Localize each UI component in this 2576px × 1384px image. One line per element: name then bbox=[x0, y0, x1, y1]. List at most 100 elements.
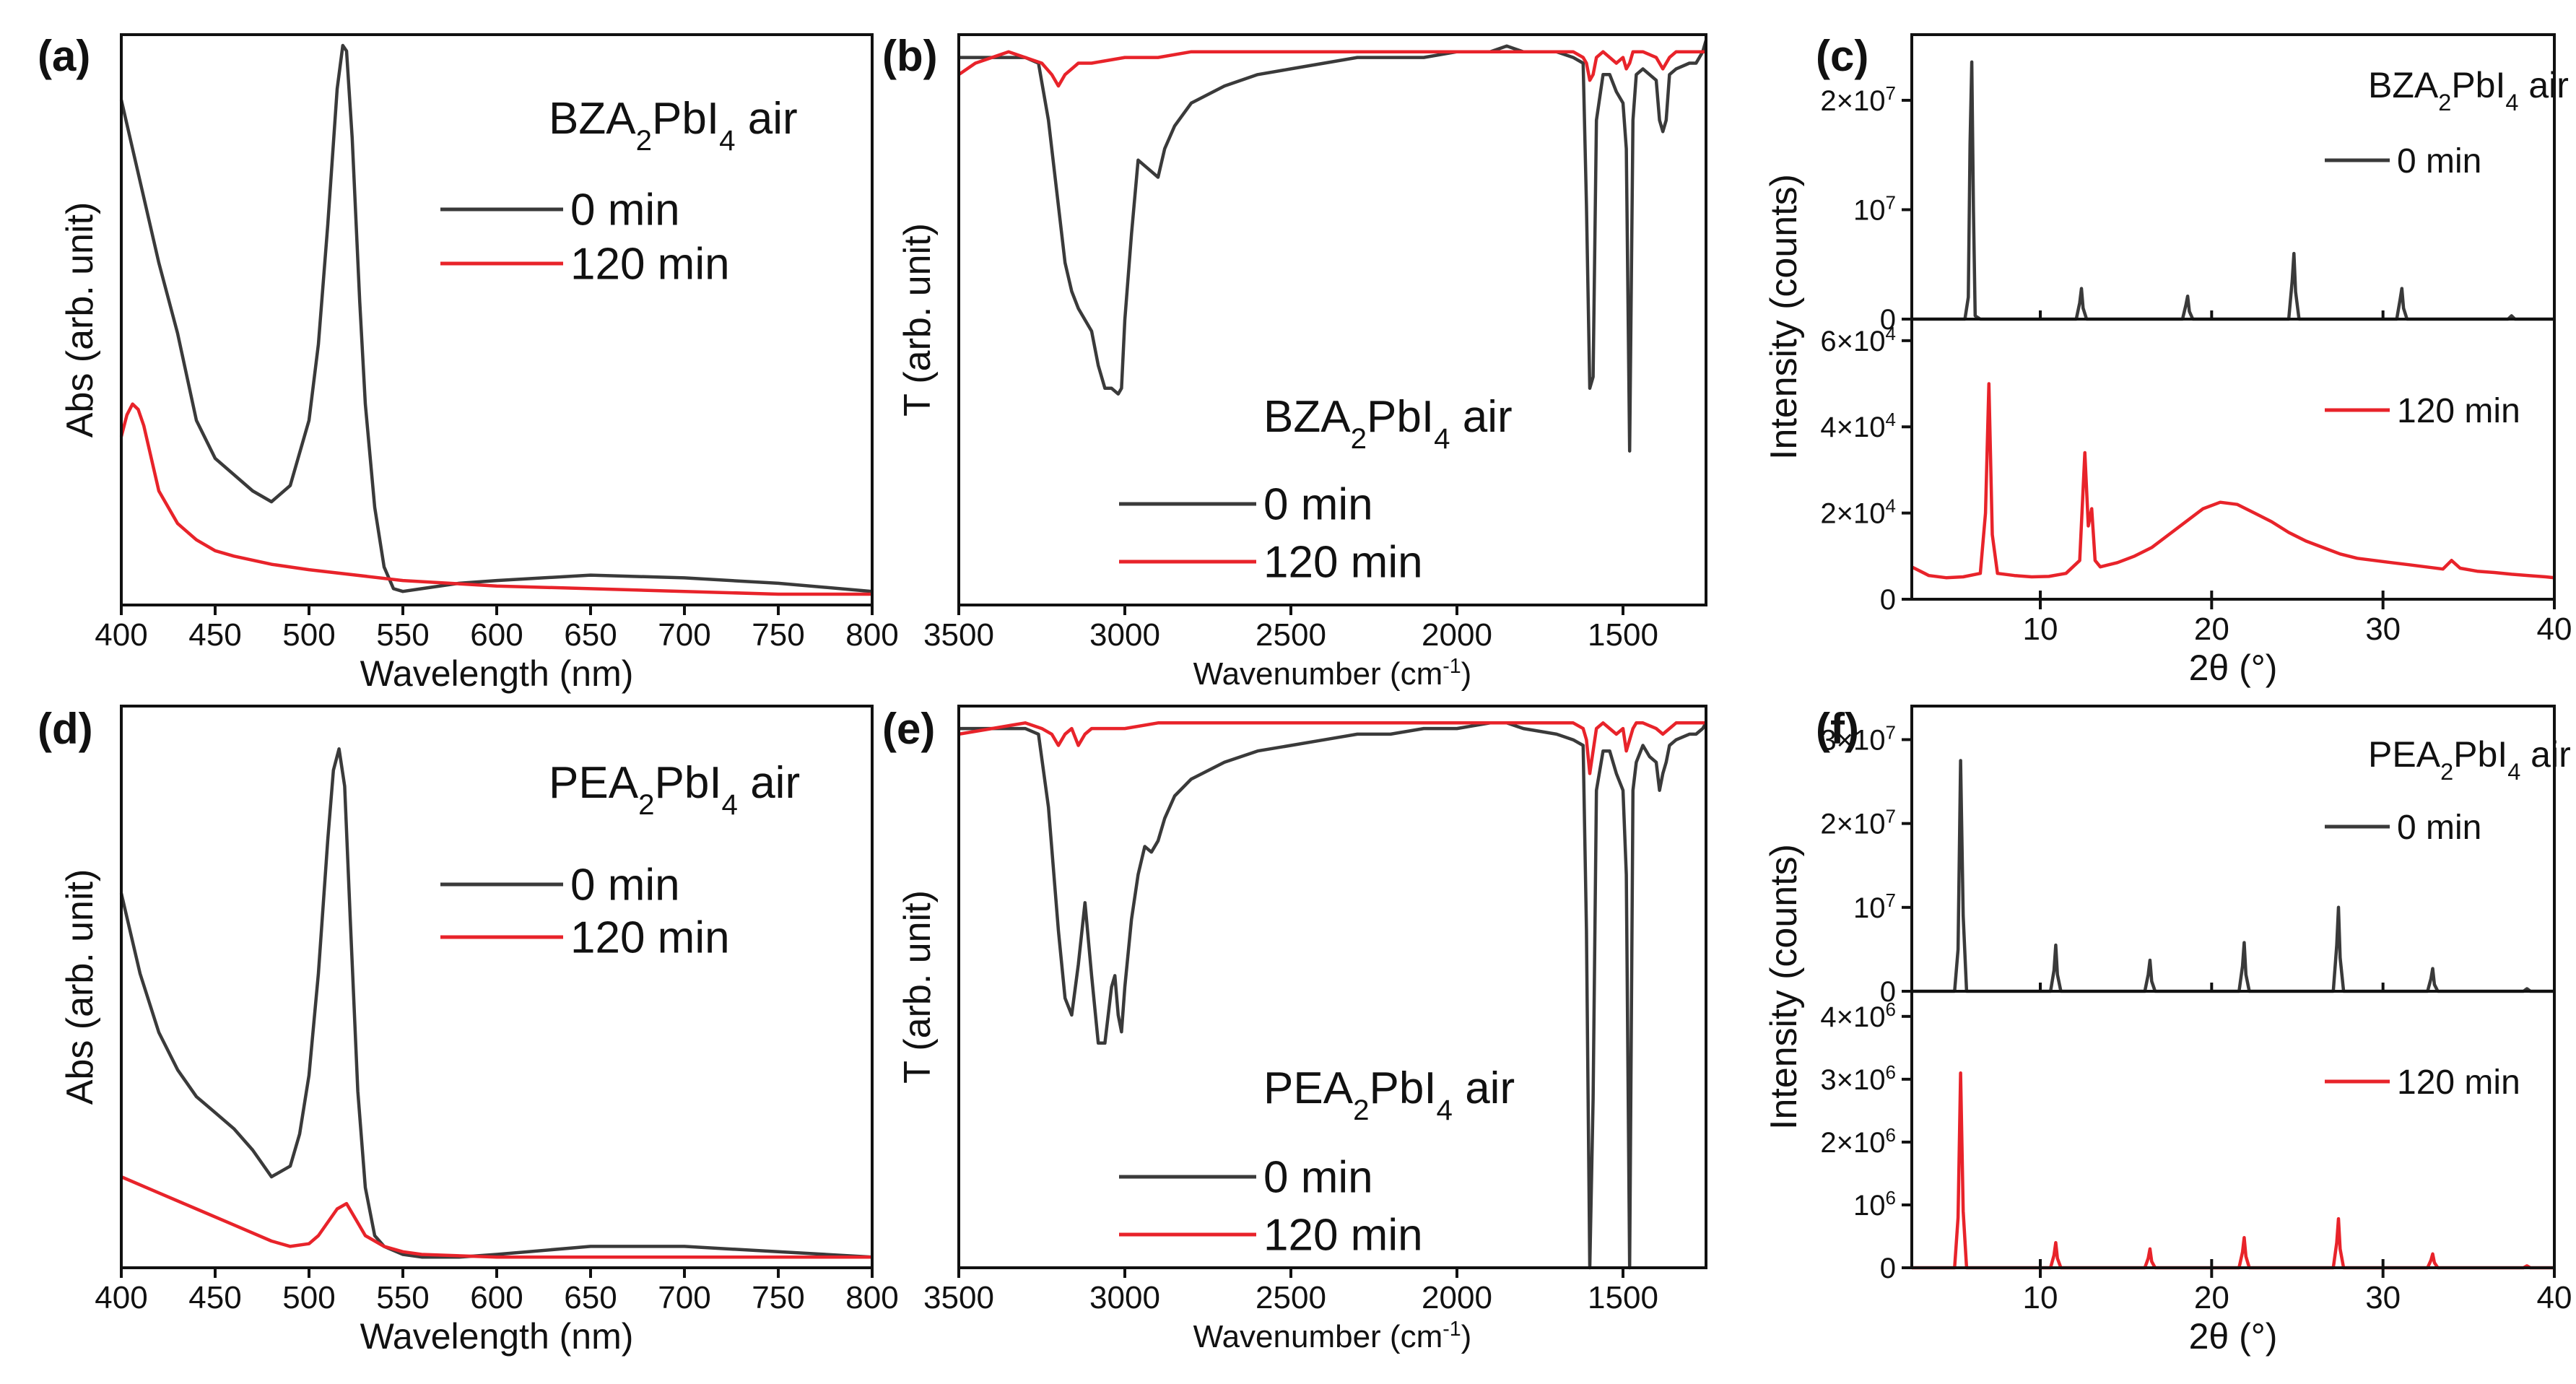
y-tick-label: 6×104 bbox=[1820, 323, 1896, 357]
x-tick-label: 20 bbox=[2194, 1280, 2229, 1315]
x-tick-label: 500 bbox=[282, 617, 335, 653]
chart-title: BZA2PbI4 air bbox=[549, 94, 798, 157]
series-line-120-min bbox=[119, 402, 872, 596]
y-tick-label: 4×106 bbox=[1820, 998, 1896, 1033]
x-tick-label: 800 bbox=[845, 617, 898, 653]
y-axis-label: Intensity (counts) bbox=[1763, 844, 1805, 1130]
x-tick-label: 1500 bbox=[1588, 617, 1658, 653]
x-axis-label: Wavelength (nm) bbox=[360, 653, 634, 694]
x-tick-label: 600 bbox=[470, 617, 523, 653]
x-tick-label: 3500 bbox=[923, 617, 994, 653]
x-tick-label: 400 bbox=[95, 617, 147, 653]
chart-title: BZA2PbI4 air bbox=[2368, 65, 2569, 116]
legend-label: 120 min bbox=[570, 240, 730, 290]
panel-label: (d) bbox=[38, 705, 93, 753]
chart-title: PEA2PbI4 air bbox=[549, 758, 800, 821]
x-tick-label: 750 bbox=[752, 617, 804, 653]
x-tick-label: 3000 bbox=[1089, 1280, 1160, 1315]
panel-label: (b) bbox=[882, 32, 938, 80]
x-axis-label: Wavenumber (cm-1) bbox=[1193, 655, 1472, 692]
x-tick-label: 2000 bbox=[1422, 617, 1492, 653]
y-axis-label: T (arb. unit) bbox=[897, 890, 939, 1084]
chart-title: PEA2PbI4 air bbox=[1263, 1063, 1515, 1126]
x-tick-label: 650 bbox=[564, 1280, 617, 1315]
panel-label: (f) bbox=[1816, 705, 1859, 753]
y-tick-label: 4×104 bbox=[1820, 409, 1896, 443]
series-line-120-min bbox=[1910, 382, 2555, 580]
x-tick-label: 30 bbox=[2365, 1280, 2401, 1315]
x-tick-label: 40 bbox=[2537, 1280, 2572, 1315]
series-line-0-min bbox=[959, 721, 1707, 1270]
legend-label: 120 min bbox=[1263, 1211, 1423, 1261]
x-tick-label: 650 bbox=[564, 617, 617, 653]
x-tick-label: 600 bbox=[470, 1280, 523, 1315]
series-line-0-min bbox=[959, 40, 1708, 453]
x-tick-label: 750 bbox=[752, 1280, 804, 1315]
legend-label: 0 min bbox=[570, 861, 680, 910]
y-tick-label: 0 bbox=[1880, 1253, 1896, 1284]
x-axis-label: 2θ (°) bbox=[2189, 1316, 2278, 1357]
x-tick-label: 1500 bbox=[1588, 1280, 1658, 1315]
x-tick-label: 10 bbox=[2023, 1280, 2058, 1315]
legend-label: 0 min bbox=[2397, 142, 2481, 180]
x-tick-label: 550 bbox=[376, 617, 429, 653]
x-tick-label: 400 bbox=[95, 1280, 147, 1315]
x-tick-label: 450 bbox=[188, 617, 241, 653]
x-tick-label: 3000 bbox=[1089, 617, 1160, 653]
y-tick-label: 106 bbox=[1853, 1187, 1896, 1222]
y-tick-label: 107 bbox=[1853, 191, 1896, 226]
y-axis-label: Abs (arb. unit) bbox=[59, 202, 101, 438]
x-tick-label: 700 bbox=[658, 617, 710, 653]
plot-frame bbox=[957, 705, 1707, 1269]
x-tick-label: 800 bbox=[845, 1280, 898, 1315]
y-axis-label: Abs (arb. unit) bbox=[59, 869, 101, 1105]
plot-frame bbox=[1910, 990, 2556, 1269]
series-line-120-min bbox=[121, 1175, 872, 1259]
series-line-0-min bbox=[1912, 759, 2554, 993]
x-tick-label: 2500 bbox=[1256, 1280, 1326, 1315]
x-tick-label: 3500 bbox=[923, 1280, 994, 1315]
y-tick-label: 2×107 bbox=[1820, 806, 1896, 840]
x-tick-label: 550 bbox=[376, 1280, 429, 1315]
legend-label: 120 min bbox=[1263, 538, 1423, 588]
series-line-0-min bbox=[1912, 60, 2554, 321]
y-tick-label: 0 bbox=[1880, 584, 1896, 616]
x-tick-label: 450 bbox=[188, 1280, 241, 1315]
legend-label: 0 min bbox=[570, 186, 680, 235]
y-axis-label: T (arb. unit) bbox=[897, 223, 939, 417]
legend-label: 0 min bbox=[1263, 480, 1373, 530]
panel-c: 0 107 2×107 0 2×104 4×104 6×104 10 20 30 40 2θ (°) I… bbox=[1763, 32, 2572, 688]
panel-a: 400 450 500 550 600 650 700 750 800 Wavelength (n… bbox=[38, 32, 899, 694]
x-tick-label: 2000 bbox=[1422, 1280, 1492, 1315]
x-tick-label: 500 bbox=[282, 1280, 335, 1315]
chart-title: PEA2PbI4 air bbox=[2368, 734, 2571, 785]
legend-label: 120 min bbox=[2397, 1063, 2520, 1102]
x-tick-label: 700 bbox=[658, 1280, 710, 1315]
panel-d: 400 450 500 550 600 650 700 750 800 Wavelength (n… bbox=[38, 705, 899, 1357]
y-tick-label: 0 bbox=[1880, 976, 1896, 1008]
panel-label: (c) bbox=[1816, 32, 1868, 80]
y-tick-label: 3×107 bbox=[1820, 721, 1896, 756]
x-axis-label: Wavelength (nm) bbox=[360, 1316, 634, 1357]
x-tick-label: 40 bbox=[2537, 612, 2572, 647]
panel-e: 3500 3000 2500 2000 1500 Wavenumber (cm-1) T (… bbox=[882, 705, 1707, 1354]
x-tick-label: 30 bbox=[2365, 612, 2401, 647]
x-tick-label: 10 bbox=[2023, 612, 2058, 647]
panel-b: 3500 3000 2500 2000 1500 Wavenumber (cm-1) T (… bbox=[882, 32, 1708, 692]
panel-label: (e) bbox=[882, 705, 935, 753]
y-tick-label: 2×104 bbox=[1820, 495, 1896, 530]
legend-label: 0 min bbox=[1263, 1153, 1373, 1203]
series-line-120-min bbox=[958, 721, 1706, 775]
panel-f: 0 107 2×107 3×107 0 106 2×106 3×106 4×106 10 20 30 4… bbox=[1763, 705, 2572, 1357]
y-tick-label: 3×106 bbox=[1820, 1061, 1896, 1096]
series-line-120-min bbox=[1912, 1071, 2554, 1270]
y-axis-label: Intensity (counts) bbox=[1763, 174, 1805, 460]
series-line-0-min bbox=[119, 747, 873, 1259]
plot-frame bbox=[957, 33, 1707, 606]
panel-label: (a) bbox=[38, 32, 90, 80]
legend-label: 120 min bbox=[570, 913, 730, 963]
x-axis-label: Wavenumber (cm-1) bbox=[1193, 1318, 1472, 1354]
y-tick-label: 0 bbox=[1880, 304, 1896, 336]
y-tick-label: 2×107 bbox=[1820, 82, 1896, 117]
